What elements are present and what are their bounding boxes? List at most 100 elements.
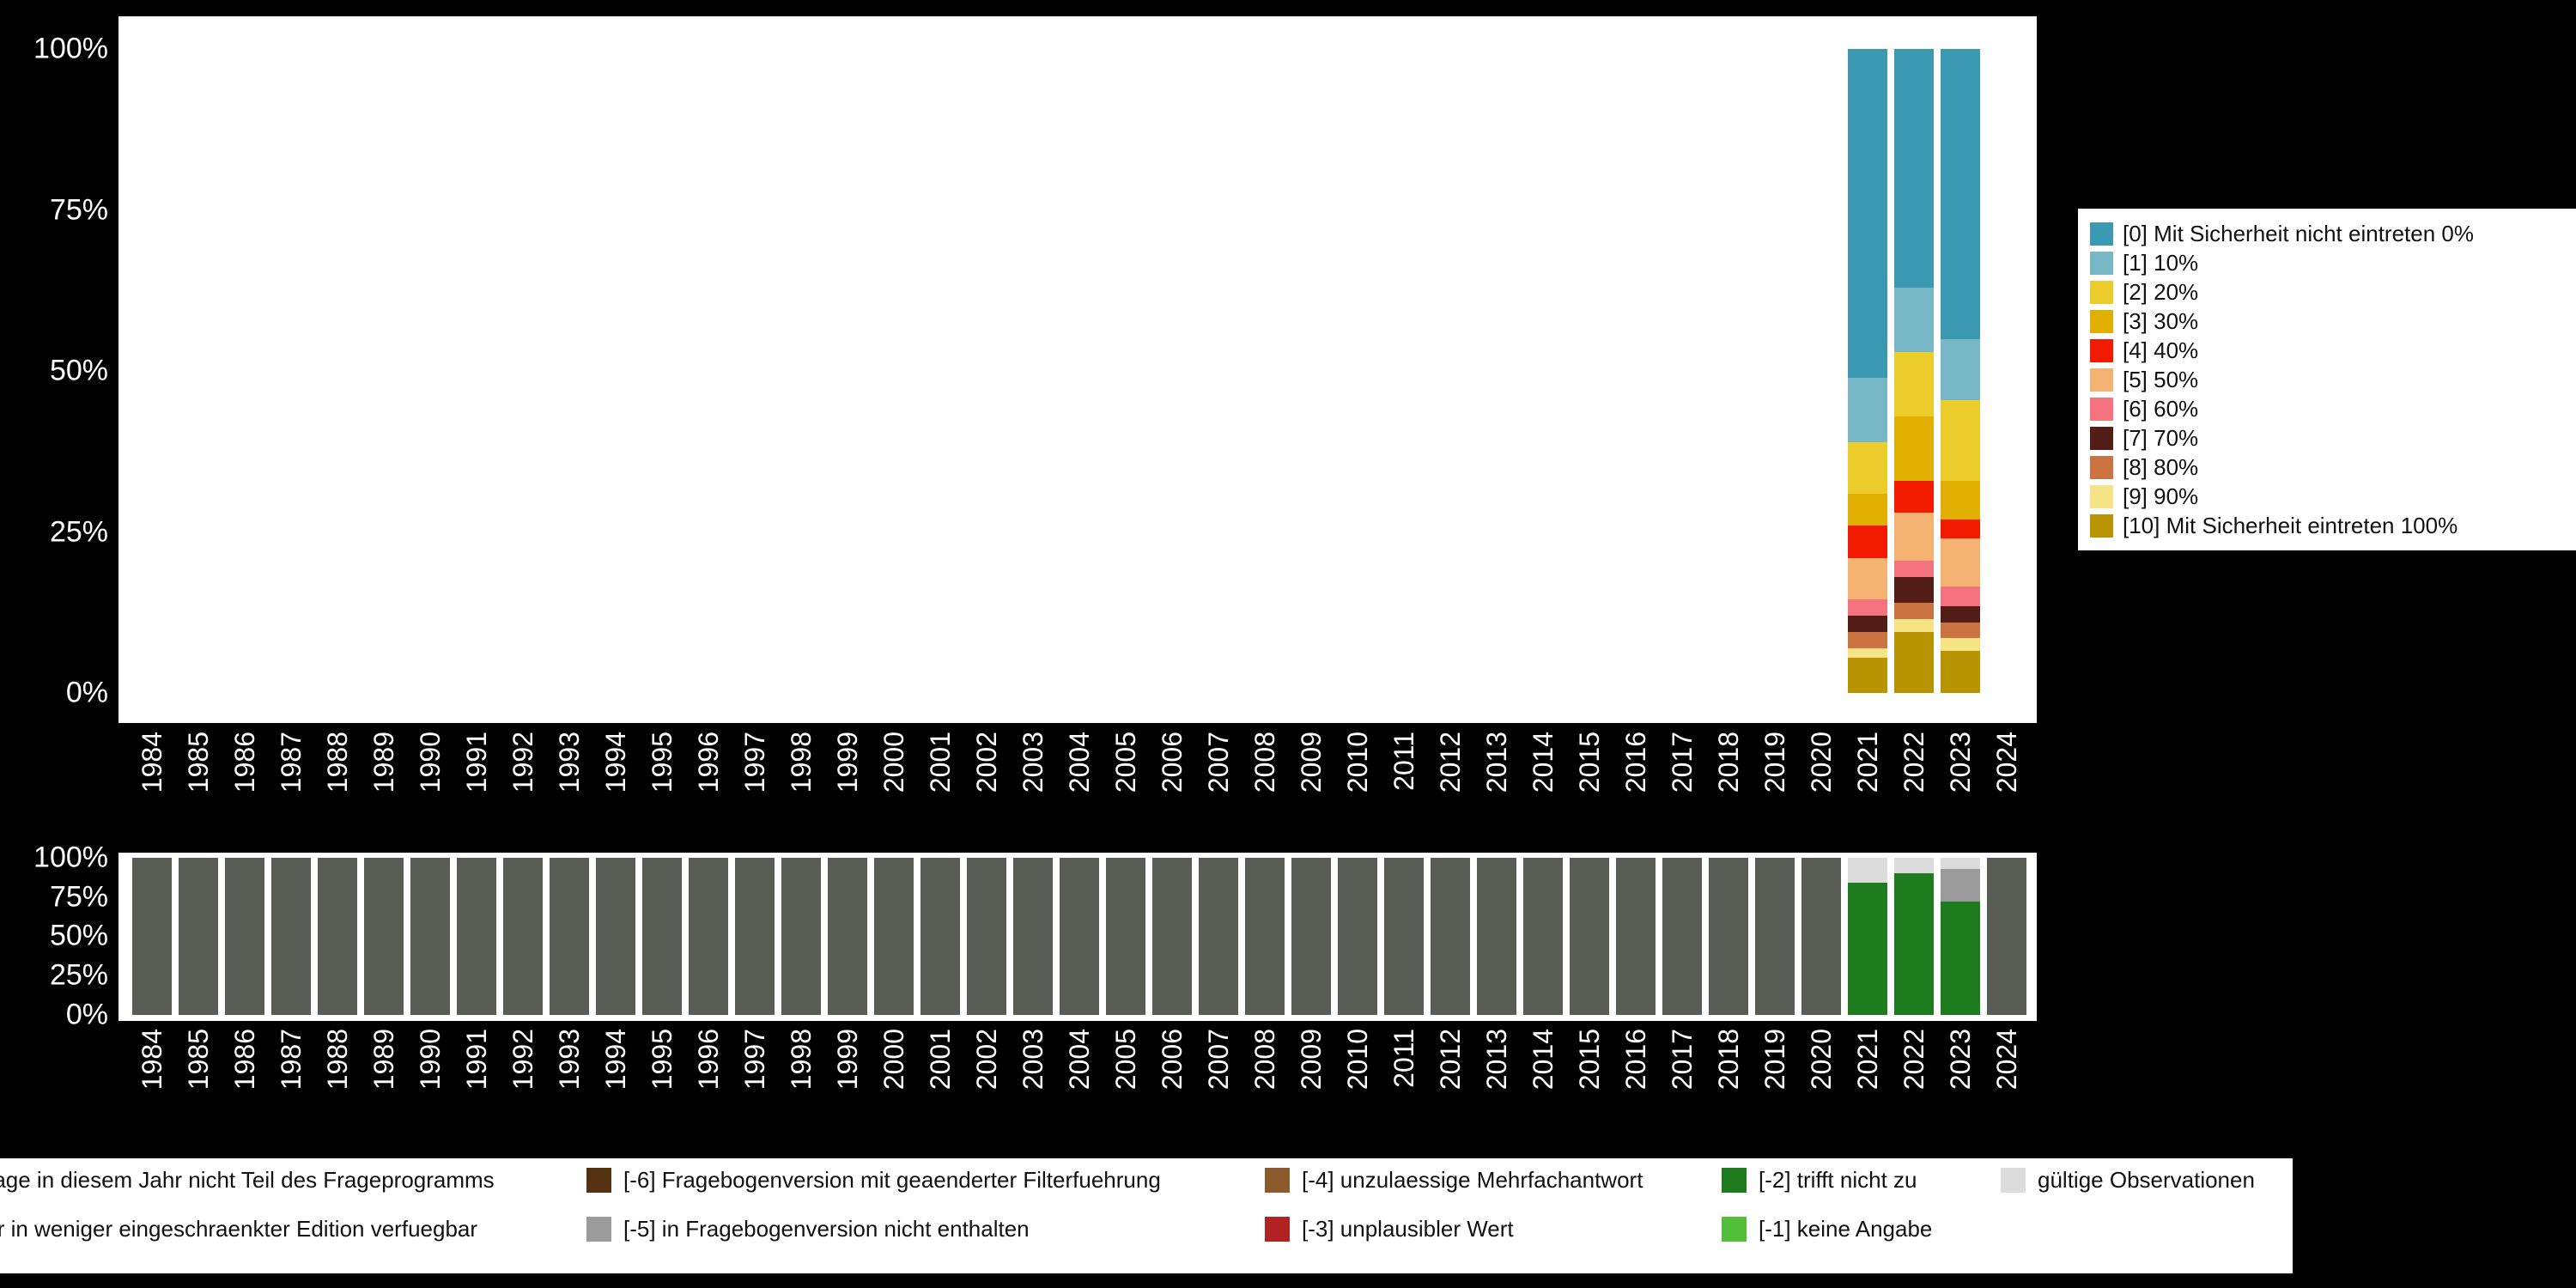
x-tick-label: 1994 [599, 1029, 631, 1091]
x-tick-2018: 2018 [1705, 1029, 1752, 1136]
bar-segment-9 [1848, 647, 1887, 658]
legend-item-8: [8] 80% [2090, 453, 2576, 482]
year-bar-1988 [318, 858, 357, 1015]
x-tick-label: 1989 [368, 732, 399, 793]
bar-segment-7 [1894, 577, 1934, 603]
x-tick-label: 2015 [1573, 1029, 1605, 1091]
bar-segment--8 [1060, 858, 1099, 1015]
x-tick-2019: 2019 [1752, 732, 1798, 839]
y-axis-tick-label: 50% [49, 919, 108, 952]
x-tick-label: 1992 [507, 732, 538, 793]
year-bar-2002 [967, 858, 1006, 1015]
x-tick-label: 2019 [1759, 732, 1790, 793]
bar-segment-6 [1848, 599, 1887, 616]
x-tick-label: 1988 [321, 1029, 353, 1091]
bar-segment--8 [132, 858, 172, 1015]
bar-segment-0 [1941, 49, 1980, 339]
x-tick-1986: 1986 [222, 732, 268, 839]
bar-segment-2 [1894, 351, 1934, 416]
bar-segment-8 [1941, 622, 1980, 639]
year-bar-2004 [1060, 858, 1099, 1015]
legend-swatch [2090, 251, 2113, 275]
x-tick-2009: 2009 [1288, 732, 1334, 839]
x-tick-label: 2008 [1249, 1029, 1280, 1091]
bar-segment-6 [1941, 586, 1980, 606]
x-tick-1993: 1993 [546, 1029, 592, 1136]
bar-segment--8 [179, 858, 218, 1015]
x-tick-1993: 1993 [546, 732, 592, 839]
x-tick-2007: 2007 [1195, 732, 1242, 839]
x-tick-label: 1996 [692, 1029, 724, 1091]
year-bar-1986 [225, 858, 264, 1015]
legend-swatch [2090, 513, 2113, 538]
bar-segment--2 [1848, 883, 1887, 1015]
legend-label: [5] 50% [2123, 366, 2199, 392]
x-tick-2000: 2000 [871, 1029, 917, 1136]
year-bar-2011 [1384, 858, 1424, 1015]
year-bar-1991 [457, 858, 496, 1015]
x-tick-2009: 2009 [1288, 1029, 1334, 1136]
x-tick-label: 2013 [1480, 1029, 1512, 1091]
x-tick-1992: 1992 [500, 732, 546, 839]
year-bar-1994 [596, 858, 635, 1015]
bar-segment-5 [1894, 513, 1934, 562]
x-tick-label: 2004 [1063, 1029, 1095, 1091]
year-bar-1984 [132, 858, 172, 1015]
year-bar-1996 [689, 858, 728, 1015]
bar-segment-valid [1848, 858, 1887, 884]
bar-segment-valid [1894, 858, 1934, 874]
x-tick-2022: 2022 [1891, 1029, 1937, 1136]
legend-item--7: [-7] nur in weniger eingeschraenkter Edi… [0, 1216, 477, 1242]
legend-label: [1] 10% [2123, 249, 2199, 276]
x-tick-1999: 1999 [824, 732, 871, 839]
lower-chart-bars [129, 858, 2030, 1015]
year-bar-2007 [1199, 858, 1238, 1015]
year-bar-1998 [781, 858, 821, 1015]
x-tick-label: 2008 [1249, 732, 1280, 793]
legend-swatch [2090, 222, 2113, 246]
bar-segment--8 [1013, 858, 1053, 1015]
bar-segment--8 [457, 858, 496, 1015]
bar-segment-3 [1848, 493, 1887, 526]
bar-segment--8 [1338, 858, 1377, 1015]
x-tick-label: 1991 [460, 732, 492, 793]
x-tick-label: 2007 [1202, 1029, 1234, 1091]
x-tick-2014: 2014 [1520, 1029, 1566, 1136]
legend-swatch [2090, 338, 2113, 362]
x-tick-2020: 2020 [1798, 732, 1844, 839]
bar-segment-9 [1941, 638, 1980, 652]
legend-item-10: [10] Mit Sicherheit eintreten 100% [2090, 511, 2576, 540]
bar-segment-7 [1941, 605, 1980, 623]
x-tick-label: 2001 [924, 1029, 956, 1091]
legend-item-9: [9] 90% [2090, 482, 2576, 511]
x-tick-2020: 2020 [1798, 1029, 1844, 1136]
x-tick-1990: 1990 [407, 732, 453, 839]
x-tick-1994: 1994 [592, 1029, 639, 1136]
year-bar-2022 [1894, 858, 1934, 1015]
x-tick-label: 1984 [136, 732, 167, 793]
x-tick-label: 2010 [1341, 1029, 1373, 1091]
x-tick-2004: 2004 [1056, 732, 1103, 839]
y-axis-tick-label: 25% [49, 958, 108, 992]
year-bar-2014 [1523, 858, 1563, 1015]
x-tick-2007: 2007 [1195, 1029, 1242, 1136]
legend-swatch [586, 1216, 611, 1242]
bar-segment--8 [1245, 858, 1285, 1015]
x-tick-label: 1987 [275, 1029, 307, 1091]
x-tick-label: 1985 [182, 1029, 214, 1091]
x-tick-2015: 2015 [1566, 732, 1613, 839]
x-tick-label: 1989 [368, 1029, 399, 1091]
legend-swatch [2090, 484, 2113, 508]
bar-segment--8 [920, 858, 960, 1015]
legend-item-5: [5] 50% [2090, 365, 2576, 394]
legend-swatch [1722, 1167, 1747, 1193]
year-bar-2005 [1106, 858, 1145, 1015]
x-tick-2012: 2012 [1427, 1029, 1473, 1136]
year-bar-1995 [642, 858, 682, 1015]
bar-segment--8 [642, 858, 682, 1015]
legend-item--2: [-2] trifft nicht zu [1722, 1167, 1917, 1193]
x-tick-1999: 1999 [824, 1029, 871, 1136]
bar-segment-2 [1941, 399, 1980, 481]
x-tick-1986: 1986 [222, 1029, 268, 1136]
